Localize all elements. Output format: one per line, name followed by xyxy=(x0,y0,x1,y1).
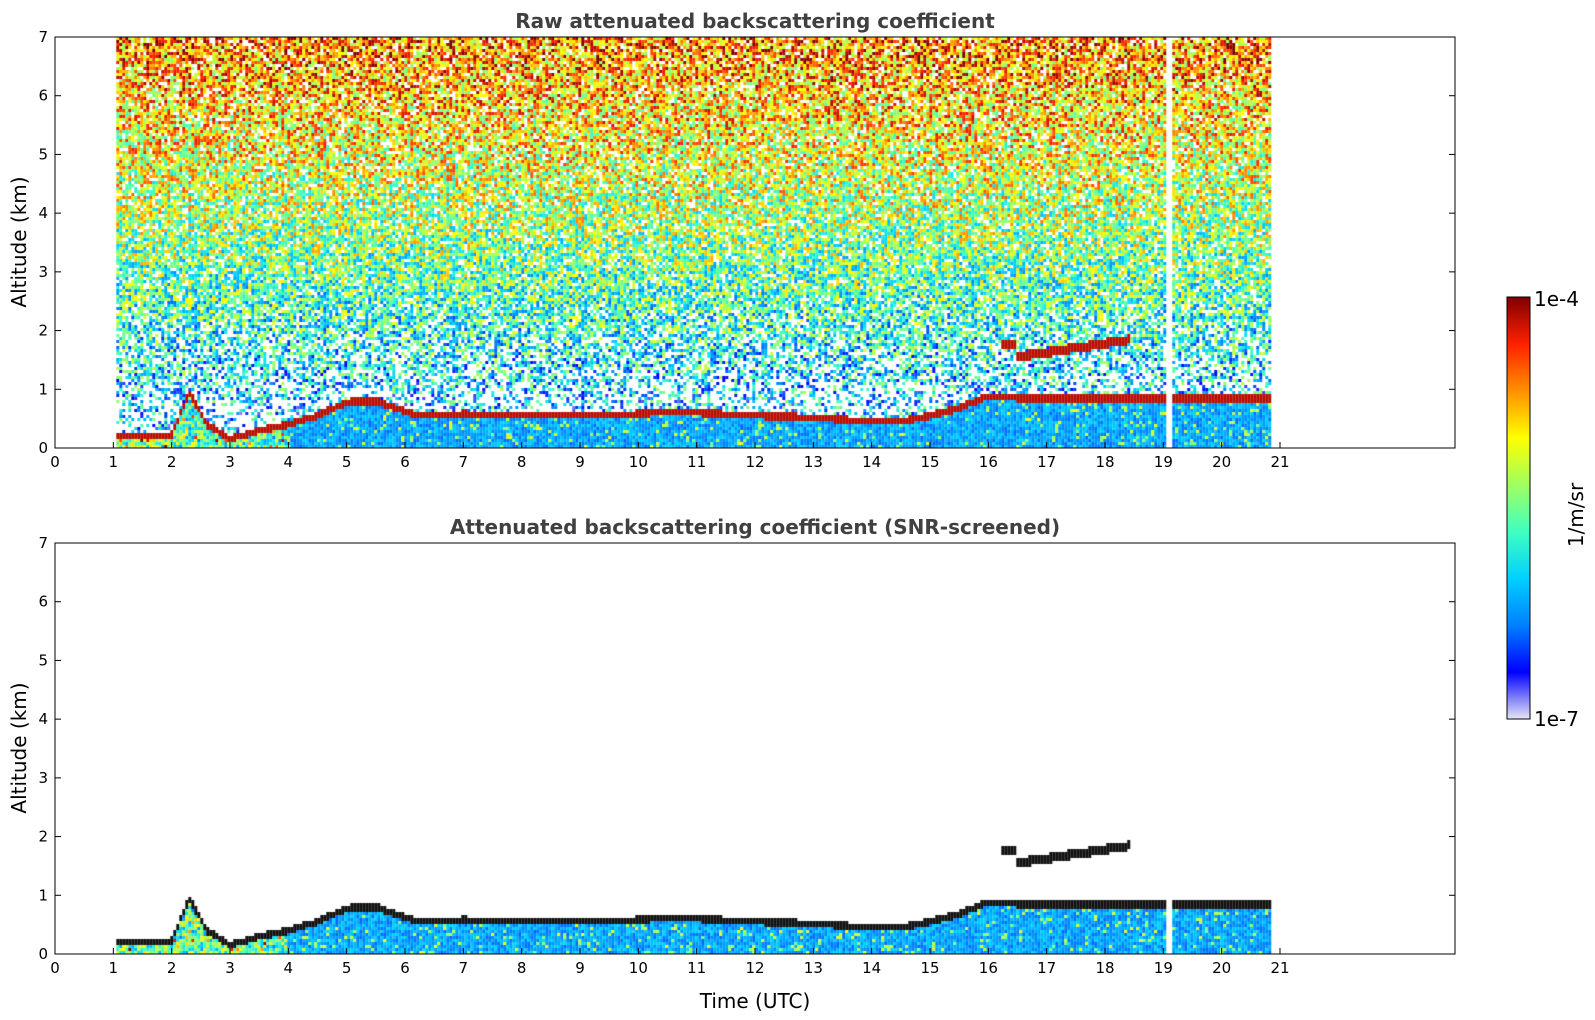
screened-x-tick-label: 11 xyxy=(687,959,706,977)
screened-x-tick-label: 19 xyxy=(1154,959,1173,977)
raw-x-tick-label: 10 xyxy=(629,453,648,471)
raw-x-tick-label: 2 xyxy=(167,453,177,471)
raw-x-tick-label: 4 xyxy=(284,453,294,471)
raw-x-tick-label: 5 xyxy=(342,453,352,471)
screened-y-tick-label: 7 xyxy=(38,534,48,552)
screened-x-tick-label: 20 xyxy=(1212,959,1231,977)
x-axis-label: Time (UTC) xyxy=(699,989,811,1013)
screened-x-tick-label: 2 xyxy=(167,959,177,977)
raw-heatmap xyxy=(55,37,1455,448)
raw-panel: Raw attenuated backscattering coefficien… xyxy=(7,9,1456,471)
screened-x-tick-label: 13 xyxy=(804,959,823,977)
raw-axes-ticks: 0 1 2 3 4 5 6 7 8 9 10 11 12 13 14 15 16 17 18 19 20 21012345… xyxy=(38,28,1455,471)
colorbar-unit-label: 1/m/sr xyxy=(1564,482,1588,547)
screened-x-tick-label: 17 xyxy=(1037,959,1056,977)
raw-panel-title: Raw attenuated backscattering coefficien… xyxy=(515,9,995,33)
raw-heatmap-image xyxy=(55,37,1455,448)
screened-y-tick-label: 2 xyxy=(38,828,48,846)
screened-x-tick-label: 18 xyxy=(1095,959,1114,977)
raw-x-tick-label: 13 xyxy=(804,453,823,471)
raw-x-tick-label: 17 xyxy=(1037,453,1056,471)
screened-x-tick-label: 7 xyxy=(459,959,469,977)
raw-x-tick-label: 1 xyxy=(109,453,119,471)
raw-x-tick-label: 18 xyxy=(1095,453,1114,471)
raw-y-tick-label: 7 xyxy=(38,28,48,46)
screened-x-tick-label: 9 xyxy=(575,959,585,977)
screened-x-tick-label: 1 xyxy=(109,959,119,977)
screened-x-tick-label: 15 xyxy=(920,959,939,977)
raw-x-tick-label: 8 xyxy=(517,453,527,471)
raw-x-tick-label: 14 xyxy=(862,453,881,471)
raw-y-tick-label: 4 xyxy=(38,204,48,222)
screened-x-tick-label: 14 xyxy=(862,959,881,977)
raw-x-tick-label: 6 xyxy=(400,453,410,471)
screened-x-tick-label: 12 xyxy=(745,959,764,977)
colorbar-max-label: 1e-4 xyxy=(1534,287,1579,311)
raw-x-tick-label: 20 xyxy=(1212,453,1231,471)
raw-x-tick-label: 11 xyxy=(687,453,706,471)
colorbar: 1e-4 1e-7 1/m/sr xyxy=(1506,287,1588,731)
screened-y-tick-label: 5 xyxy=(38,651,48,669)
raw-x-tick-label: 7 xyxy=(459,453,469,471)
screened-x-tick-label: 21 xyxy=(1270,959,1289,977)
raw-x-tick-label: 15 xyxy=(920,453,939,471)
raw-x-tick-label: 16 xyxy=(979,453,998,471)
raw-y-tick-label: 1 xyxy=(38,380,48,398)
raw-x-tick-label: 9 xyxy=(575,453,585,471)
raw-y-tick-label: 3 xyxy=(38,263,48,281)
screened-x-tick-label: 0 xyxy=(50,959,60,977)
screened-x-tick-label: 5 xyxy=(342,959,352,977)
raw-y-tick-label: 2 xyxy=(38,322,48,340)
raw-x-tick-label: 12 xyxy=(745,453,764,471)
screened-x-tick-label: 10 xyxy=(629,959,648,977)
raw-y-tick-label: 0 xyxy=(38,439,48,457)
screened-x-tick-label: 16 xyxy=(979,959,998,977)
colorbar-gradient xyxy=(1506,296,1531,720)
raw-x-tick-label: 21 xyxy=(1270,453,1289,471)
raw-y-tick-label: 5 xyxy=(38,145,48,163)
screened-y-tick-label: 0 xyxy=(38,945,48,963)
raw-y-axis-label: Altitude (km) xyxy=(7,176,31,307)
screened-x-tick-label: 4 xyxy=(284,959,294,977)
screened-y-tick-label: 6 xyxy=(38,593,48,611)
screened-y-axis-label: Altitude (km) xyxy=(7,682,31,813)
screened-axes-ticks: 0 1 2 3 4 5 6 7 8 9 10 11 12 13 14 15 16 17 18 19 20 21012345… xyxy=(38,534,1455,977)
screened-heatmap xyxy=(55,543,1455,954)
colorbar-min-label: 1e-7 xyxy=(1534,707,1579,731)
raw-y-tick-label: 6 xyxy=(38,87,48,105)
screened-y-tick-label: 3 xyxy=(38,769,48,787)
raw-x-tick-label: 19 xyxy=(1154,453,1173,471)
screened-y-tick-label: 4 xyxy=(38,710,48,728)
raw-x-tick-label: 3 xyxy=(225,453,235,471)
screened-x-tick-label: 8 xyxy=(517,959,527,977)
screened-y-tick-label: 1 xyxy=(38,886,48,904)
raw-x-tick-label: 0 xyxy=(50,453,60,471)
screened-panel-title: Attenuated backscattering coefficient (S… xyxy=(450,515,1060,539)
screened-x-tick-label: 6 xyxy=(400,959,410,977)
screened-panel: Attenuated backscattering coefficient (S… xyxy=(7,515,1456,1013)
screened-heatmap-image xyxy=(55,543,1455,954)
screened-x-tick-label: 3 xyxy=(225,959,235,977)
